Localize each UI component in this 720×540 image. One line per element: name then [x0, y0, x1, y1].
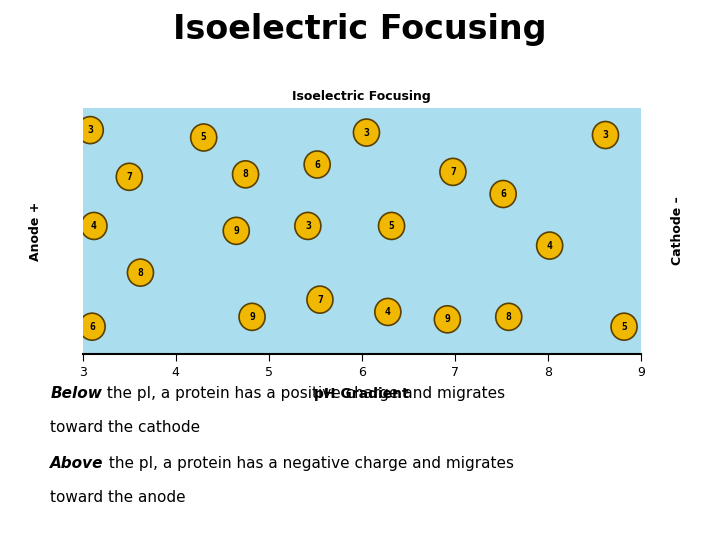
Ellipse shape [611, 313, 637, 340]
Text: 7: 7 [450, 167, 456, 177]
Ellipse shape [440, 158, 466, 185]
Text: 9: 9 [249, 312, 255, 322]
Ellipse shape [79, 313, 105, 340]
X-axis label: pH Gradient: pH Gradient [315, 387, 409, 401]
Ellipse shape [354, 119, 379, 146]
Ellipse shape [304, 151, 330, 178]
Text: Above: Above [50, 456, 104, 471]
Text: 4: 4 [91, 221, 97, 231]
Ellipse shape [307, 286, 333, 313]
Text: Isoelectric Focusing: Isoelectric Focusing [174, 14, 546, 46]
Ellipse shape [536, 232, 563, 259]
Text: 3: 3 [603, 130, 608, 140]
Ellipse shape [593, 122, 618, 148]
Text: 3: 3 [87, 125, 93, 135]
Text: 9: 9 [233, 226, 239, 236]
Text: 6: 6 [500, 189, 506, 199]
Text: 5: 5 [621, 322, 627, 332]
Ellipse shape [375, 299, 401, 326]
Text: 8: 8 [243, 170, 248, 179]
Ellipse shape [223, 217, 249, 245]
Text: 5: 5 [389, 221, 395, 231]
Text: the pI, a protein has a negative charge and migrates: the pI, a protein has a negative charge … [104, 456, 514, 471]
Text: toward the cathode: toward the cathode [50, 420, 201, 435]
Text: 3: 3 [305, 221, 311, 231]
Text: 4: 4 [385, 307, 391, 317]
Text: 6: 6 [314, 159, 320, 170]
Text: 7: 7 [317, 295, 323, 305]
Text: toward the anode: toward the anode [50, 490, 186, 505]
Text: Below: Below [50, 386, 102, 401]
Text: 4: 4 [546, 241, 552, 251]
Text: Anode +: Anode + [29, 201, 42, 260]
Ellipse shape [81, 212, 107, 239]
Title: Isoelectric Focusing: Isoelectric Focusing [292, 90, 431, 103]
Ellipse shape [77, 117, 103, 144]
Text: 8: 8 [506, 312, 512, 322]
Ellipse shape [434, 306, 460, 333]
Ellipse shape [233, 161, 258, 188]
Text: Cathode –: Cathode – [670, 197, 683, 265]
Ellipse shape [379, 212, 405, 239]
Text: 6: 6 [89, 322, 95, 332]
Ellipse shape [496, 303, 522, 330]
Ellipse shape [117, 163, 143, 190]
Text: 8: 8 [138, 268, 143, 278]
Ellipse shape [490, 180, 516, 207]
Ellipse shape [127, 259, 153, 286]
Text: 3: 3 [364, 127, 369, 138]
Text: the pI, a protein has a positive charge and migrates: the pI, a protein has a positive charge … [102, 386, 505, 401]
Text: 5: 5 [201, 132, 207, 143]
Text: 7: 7 [127, 172, 132, 182]
Ellipse shape [191, 124, 217, 151]
Text: 9: 9 [444, 314, 450, 325]
Ellipse shape [295, 212, 321, 239]
Ellipse shape [239, 303, 265, 330]
